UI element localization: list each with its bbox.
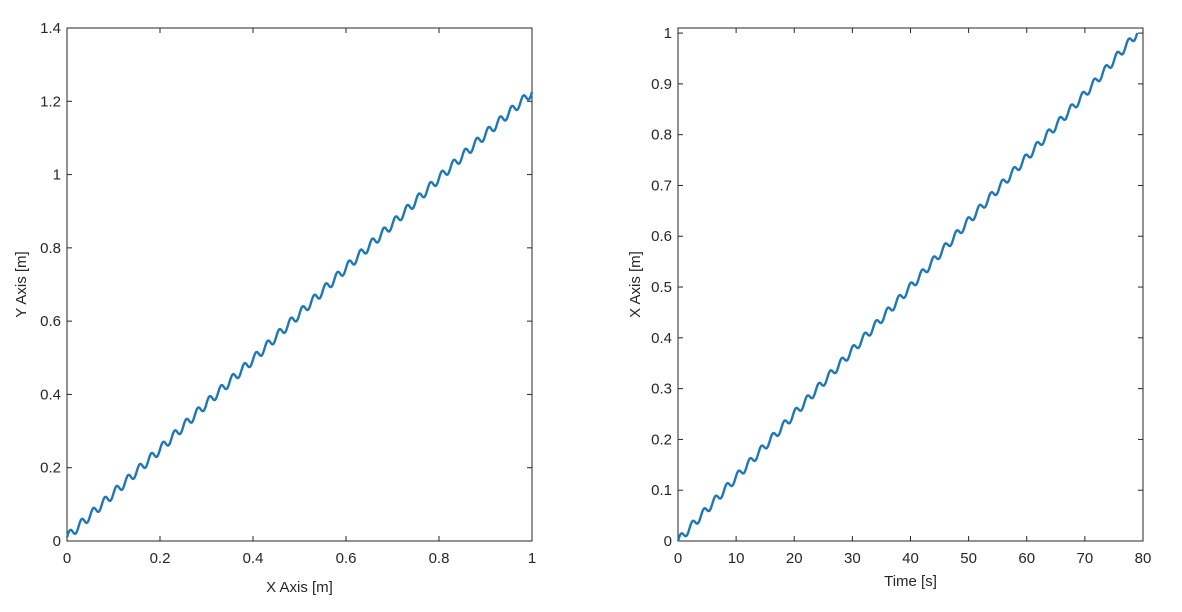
p2-y-tick-label: 0 [664,533,672,550]
plot-1: 0 0.2 0.4 0.6 0.8 1 0 0.2 0.4 0.6 0.8 1 1.2 1.4 X Ax… [13,20,536,596]
plot-1-y-ticks: 0 0.2 0.4 0.6 0.8 1 1.2 1.4 [40,20,532,550]
p2-y-tick-label: 0.3 [651,381,672,398]
p2-x-tick-label: 50 [960,550,977,567]
p2-y-tick-label: 0.1 [651,482,672,499]
plot-2-y-ticks: 0 0.1 0.2 0.3 0.4 0.5 0.6 0.7 0.8 0.9 1 [651,25,1143,550]
p2-x-tick-label: 70 [1077,550,1094,567]
plot-2-x-axis-label: Time [s] [884,573,937,590]
p2-x-tick-label: 20 [786,550,803,567]
plot-2-y-axis-label: X Axis [m] [627,251,644,318]
p1-y-tick-label: 0.6 [40,313,61,330]
p2-y-tick-label: 1 [664,25,672,42]
plot-1-y-axis-label: Y Axis [m] [13,251,30,317]
p1-x-tick-label: 0.6 [336,550,357,567]
p2-y-tick-label: 0.9 [651,76,672,93]
p2-x-tick-label: 40 [902,550,919,567]
p1-x-tick-label: 0.4 [243,550,264,567]
p1-x-tick-label: 1 [528,550,536,567]
p1-x-tick-label: 0 [63,550,71,567]
plot-2-x-ticks: 0 10 20 30 40 50 60 70 80 [674,28,1152,567]
p1-y-tick-label: 1.2 [40,93,61,110]
p1-y-tick-label: 0.8 [40,240,61,257]
p2-x-tick-label: 60 [1018,550,1035,567]
p1-y-tick-label: 1.4 [40,20,61,37]
p2-y-tick-label: 0.8 [651,127,672,144]
p1-y-tick-label: 0.2 [40,460,61,477]
plot-2-series-line [676,32,1139,542]
plot-1-frame [66,27,533,542]
p1-x-tick-label: 0.2 [150,550,171,567]
p2-y-tick-label: 0.2 [651,431,672,448]
p2-x-tick-label: 80 [1135,550,1152,567]
plot-2: 0 10 20 30 40 50 60 70 80 0 0.1 0.2 0.3 0.4 0.5 0.6 0.7… [627,25,1151,590]
p1-y-tick-label: 0 [53,533,61,550]
p1-y-tick-label: 0.4 [40,386,61,403]
p2-y-tick-label: 0.6 [651,228,672,245]
plot-1-series-line [65,91,534,538]
p2-y-tick-label: 0.7 [651,177,672,194]
plot-1-x-ticks: 0 0.2 0.4 0.6 0.8 1 [63,28,536,567]
p2-x-tick-label: 30 [844,550,861,567]
p1-x-tick-label: 0.8 [429,550,450,567]
plot-1-x-axis-label: X Axis [m] [266,579,333,596]
p2-y-tick-label: 0.4 [651,330,672,347]
p1-y-tick-label: 1 [53,167,61,184]
p2-x-tick-label: 0 [674,550,682,567]
p2-y-tick-label: 0.5 [651,279,672,296]
p2-x-tick-label: 10 [728,550,745,567]
